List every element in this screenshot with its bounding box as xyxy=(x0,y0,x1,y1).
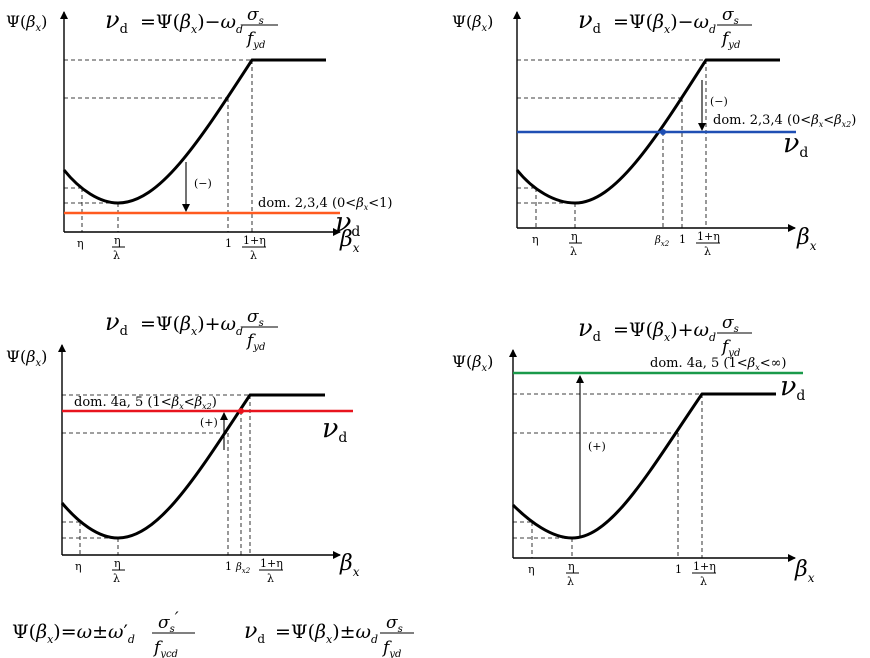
svg-text:λ: λ xyxy=(567,575,574,588)
x-axis-label: βx xyxy=(339,551,360,579)
svg-text:νd: νd xyxy=(578,6,601,37)
eq-frac-num: σs xyxy=(247,5,264,27)
svg-text:η: η xyxy=(528,563,535,576)
sign-label: (+) xyxy=(200,416,218,429)
panel-1: νd =Ψ(βx)−ωd σs fyd Ψ(βx) (−) dom. 2, xyxy=(6,5,392,262)
guide-lines xyxy=(62,394,251,555)
svg-text:λ: λ xyxy=(250,249,257,262)
y-axis-label: Ψ(βx) xyxy=(452,352,493,374)
sign-label: (+) xyxy=(588,440,606,453)
svg-text:η: η xyxy=(571,230,578,243)
svg-text:σs: σs xyxy=(722,313,739,335)
tick-one: 1 xyxy=(225,237,232,250)
svg-text:η: η xyxy=(114,557,121,570)
panel-3: νd =Ψ(βx)+ωd σs fyd Ψ(βx) (+) dom. 4a, 5… xyxy=(6,307,360,585)
svg-text:λ: λ xyxy=(570,245,577,258)
bottom-formula-psi: Ψ(βx)=ω±ω′d σs′ fycd xyxy=(12,609,195,658)
svg-text:η: η xyxy=(114,234,121,247)
eq-rhs: =Ψ(βx)−ωd xyxy=(140,11,243,36)
domain-label: dom. 2,3,4 (0<βx<βx2) xyxy=(713,113,856,129)
svg-text:σs: σs xyxy=(722,5,739,27)
panel-3-equation: νd =Ψ(βx)+ωd σs fyd xyxy=(105,307,278,353)
y-axis-label: Ψ(βx) xyxy=(6,12,47,34)
svg-text:σs′: σs′ xyxy=(158,609,179,635)
panel-4-equation: νd =Ψ(βx)+ωd σs fyd xyxy=(578,313,752,359)
svg-text:Ψ(βx)=ω±ω′d: Ψ(βx)=ω±ω′d xyxy=(12,621,135,646)
svg-text:=Ψ(βx)+ωd: =Ψ(βx)+ωd xyxy=(140,313,243,338)
svg-text:η: η xyxy=(75,560,82,573)
tick-one-plus-eta-over-lambda: 1+η λ xyxy=(242,234,266,262)
psi-curve xyxy=(511,392,776,540)
tick-eta: η xyxy=(77,237,84,250)
svg-text:λ: λ xyxy=(700,575,707,588)
psi-curve xyxy=(62,58,326,205)
bottom-formula-nu: νd =Ψ(βx)±ωd σs fyd xyxy=(244,613,414,658)
x-axis-label: βx xyxy=(796,225,817,253)
svg-text:λ: λ xyxy=(113,249,120,262)
nu-d-label: νd xyxy=(783,128,808,161)
svg-text:νd: νd xyxy=(105,308,128,339)
guide-lines xyxy=(513,393,703,558)
svg-text:fyd: fyd xyxy=(245,331,265,353)
guide-lines xyxy=(64,59,253,232)
intersection-point xyxy=(238,408,244,414)
svg-text:=Ψ(βx)±ωd: =Ψ(βx)±ωd xyxy=(275,621,378,646)
svg-text:1+η: 1+η xyxy=(693,560,716,573)
svg-text:=Ψ(βx)−ωd: =Ψ(βx)−ωd xyxy=(613,11,716,36)
nu-d-label: νd xyxy=(780,371,805,404)
eq-frac-den: fyd xyxy=(245,29,265,51)
eq-nu: νd xyxy=(105,6,128,37)
sign-label: (−) xyxy=(194,177,212,190)
x-axis-label: βx xyxy=(794,557,815,585)
svg-text:η: η xyxy=(568,560,575,573)
psi-curve xyxy=(60,393,325,540)
intersection-point xyxy=(660,129,666,135)
svg-text:λ: λ xyxy=(704,245,711,258)
svg-text:1: 1 xyxy=(675,563,682,576)
sign-label: (−) xyxy=(710,95,728,108)
panel-4: νd =Ψ(βx)+ωd σs fyd Ψ(βx) (+) dom. 4a, 5… xyxy=(452,313,815,588)
svg-text:1: 1 xyxy=(679,233,686,246)
svg-text:=Ψ(βx)+ωd: =Ψ(βx)+ωd xyxy=(613,319,716,344)
y-axis-label: Ψ(βx) xyxy=(6,347,47,369)
panel-2: νd =Ψ(βx)−ωd σs fyd Ψ(βx) (−) dom. 2,3,4… xyxy=(452,5,856,258)
domain-label: dom. 4a, 5 (1<βx<βx2) xyxy=(74,395,217,411)
svg-text:νd: νd xyxy=(578,314,601,345)
panel-1-equation: νd =Ψ(βx)−ωd σs fyd xyxy=(105,5,278,51)
svg-text:1+η: 1+η xyxy=(697,230,720,243)
svg-text:fyd: fyd xyxy=(720,29,740,51)
svg-text:η: η xyxy=(532,233,539,246)
nu-d-label: νd xyxy=(322,413,347,446)
svg-text:1: 1 xyxy=(225,560,232,573)
panel-2-equation: νd =Ψ(βx)−ωd σs fyd xyxy=(578,5,752,51)
domain-label: dom. 4a, 5 (1<βx<∞) xyxy=(650,356,787,372)
psi-curve xyxy=(515,58,780,205)
y-axis-label: Ψ(βx) xyxy=(452,12,493,34)
svg-text:1+η: 1+η xyxy=(260,557,283,570)
tick-beta-x2: βx2 xyxy=(654,235,670,248)
svg-text:1+η: 1+η xyxy=(243,234,266,247)
domain-label: dom. 2,3,4 (0<βx<1) xyxy=(258,196,392,212)
svg-text:νd: νd xyxy=(244,619,265,646)
svg-text:fycd: fycd xyxy=(152,638,178,658)
svg-text:fyd: fyd xyxy=(381,638,401,658)
tick-eta-over-lambda: η λ xyxy=(112,234,125,262)
svg-text:σs: σs xyxy=(247,307,264,329)
svg-text:λ: λ xyxy=(113,572,120,585)
guide-lines xyxy=(517,59,707,228)
svg-text:σs: σs xyxy=(386,613,403,635)
svg-text:λ: λ xyxy=(267,572,274,585)
svg-text:βx2: βx2 xyxy=(235,562,251,575)
